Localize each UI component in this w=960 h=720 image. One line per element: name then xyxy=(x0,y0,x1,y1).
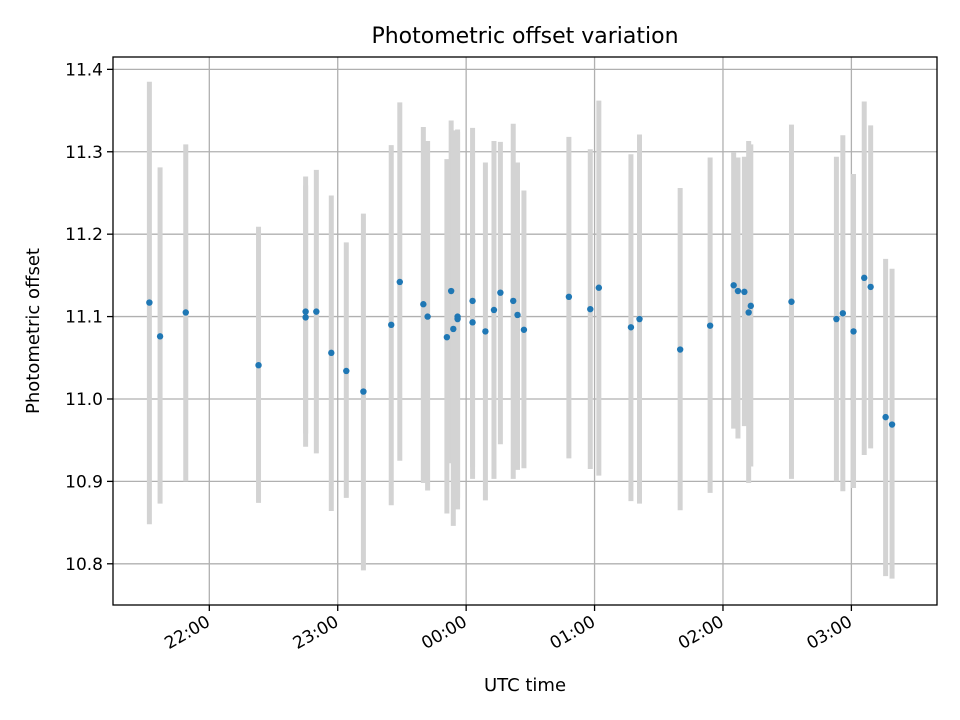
data-point xyxy=(469,297,476,305)
y-tick-label: 11.4 xyxy=(65,60,103,80)
error-bars xyxy=(146,81,895,579)
data-point xyxy=(734,287,742,295)
data-point xyxy=(565,293,573,301)
data-point xyxy=(482,328,489,335)
data-point xyxy=(343,367,350,375)
y-tick-label: 11.3 xyxy=(65,143,103,163)
data-point xyxy=(420,301,427,308)
y-axis-ticks: 10.8 10.9 11.0 11.1 11.2 11.3 11.4 xyxy=(65,60,113,575)
y-axis-label: Photometric offset xyxy=(23,248,44,414)
data-point xyxy=(443,333,451,341)
data-point xyxy=(328,349,335,357)
data-point xyxy=(520,326,528,333)
data-point xyxy=(469,319,476,326)
y-tick-label: 11.1 xyxy=(65,308,103,328)
data-point xyxy=(396,278,403,286)
data-point xyxy=(839,310,847,317)
data-point xyxy=(450,325,457,333)
data-point xyxy=(788,298,795,305)
data-point xyxy=(514,311,521,319)
x-tick-label: 22:00 xyxy=(161,612,213,654)
data-point xyxy=(156,333,164,340)
data-point xyxy=(888,421,896,428)
data-point xyxy=(745,309,752,316)
data-point xyxy=(146,299,153,306)
y-tick-label: 11.2 xyxy=(65,225,103,245)
data-point xyxy=(424,313,431,320)
x-tick-label: 23:00 xyxy=(290,612,342,654)
x-tick-label: 00:00 xyxy=(418,612,470,654)
data-point xyxy=(313,308,320,315)
data-point xyxy=(730,282,737,289)
data-point xyxy=(747,302,754,310)
data-points xyxy=(146,274,896,428)
data-point xyxy=(510,297,517,305)
y-tick-label: 10.9 xyxy=(65,472,103,492)
chart-title: Photometric offset variation xyxy=(371,24,678,49)
data-point xyxy=(706,322,714,329)
plot-frame xyxy=(112,56,938,606)
y-tick-label: 10.8 xyxy=(65,555,103,575)
data-point xyxy=(850,328,857,335)
data-point xyxy=(302,308,309,315)
data-point xyxy=(627,324,635,331)
data-point xyxy=(182,309,189,316)
x-axis-ticks: 22:00 23:00 00:00 01:00 02:00 03:00 xyxy=(161,605,856,654)
data-point xyxy=(595,284,603,291)
data-point xyxy=(861,274,868,282)
data-point xyxy=(676,346,684,353)
data-point xyxy=(636,315,643,323)
data-point xyxy=(302,314,309,321)
data-point xyxy=(867,283,874,291)
data-point xyxy=(360,388,367,395)
data-point xyxy=(255,361,262,369)
x-axis-label: UTC time xyxy=(484,675,566,696)
data-point xyxy=(833,315,840,323)
data-point xyxy=(882,413,889,421)
data-point xyxy=(447,287,455,295)
x-tick-label: 01:00 xyxy=(547,612,599,654)
y-tick-label: 11.0 xyxy=(65,390,103,410)
x-tick-label: 03:00 xyxy=(803,612,855,654)
data-point xyxy=(497,289,504,296)
data-point xyxy=(587,305,594,313)
data-point xyxy=(741,288,748,296)
data-point xyxy=(490,306,498,314)
data-point xyxy=(388,321,395,329)
x-tick-label: 02:00 xyxy=(675,612,727,654)
data-point xyxy=(454,315,461,323)
